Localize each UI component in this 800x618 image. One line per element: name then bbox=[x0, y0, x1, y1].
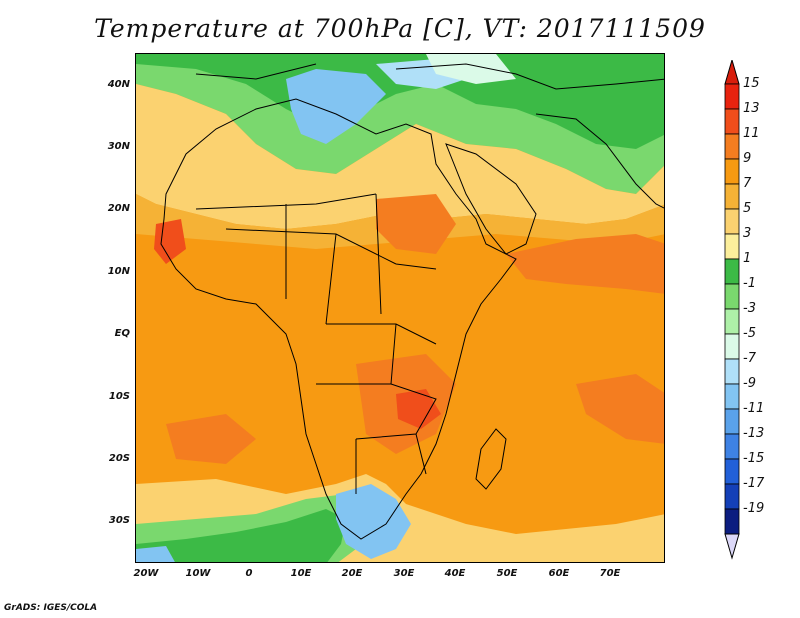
map-borders bbox=[160, 63, 664, 540]
colorbar-swatch bbox=[724, 333, 740, 360]
lon-label-10w: 10W bbox=[185, 568, 211, 579]
colorbar-swatch bbox=[724, 358, 740, 385]
field-warm-indian-ocean bbox=[576, 374, 664, 444]
colorbar-label: 9 bbox=[743, 151, 752, 166]
colorbar-swatch bbox=[724, 183, 740, 210]
field-south-darkgreen bbox=[136, 509, 346, 562]
colorbar-label: 3 bbox=[743, 226, 752, 241]
map-title: Temperature at 700hPa [C], VT: 201711150… bbox=[94, 14, 706, 43]
colorbar-swatch bbox=[724, 133, 740, 160]
colorbar bbox=[724, 60, 740, 560]
lat-label-20n: 20N bbox=[107, 203, 130, 214]
lon-label-30e: 30E bbox=[393, 568, 415, 579]
colorbar-swatch bbox=[724, 458, 740, 485]
colorbar-swatch bbox=[724, 83, 740, 110]
lon-label-70e: 70E bbox=[599, 568, 621, 579]
colorbar-label: 7 bbox=[743, 176, 752, 191]
colorbar-label: 5 bbox=[743, 201, 752, 216]
lat-label-eq: EQ bbox=[114, 328, 130, 339]
colorbar-label: -9 bbox=[743, 376, 756, 391]
colorbar-label: 1 bbox=[743, 251, 752, 266]
colorbar-label: -5 bbox=[743, 326, 756, 341]
field-south-blue bbox=[336, 484, 411, 559]
colorbar-label: 15 bbox=[743, 76, 760, 91]
lat-label-10n: 10N bbox=[107, 266, 130, 277]
colorbar-label: -1 bbox=[743, 276, 756, 291]
field-north-darkgreen bbox=[136, 54, 664, 149]
colorbar-swatch bbox=[724, 233, 740, 260]
colorbar-label: 13 bbox=[743, 101, 760, 116]
field-southwest-blue bbox=[136, 546, 175, 562]
lon-label-20w: 20W bbox=[133, 568, 159, 579]
colorbar-label: -17 bbox=[743, 476, 765, 491]
colorbar-swatch bbox=[724, 108, 740, 135]
field-warm-atlantic bbox=[166, 414, 256, 464]
lat-label-10s: 10S bbox=[108, 391, 130, 402]
lat-label-30n: 30N bbox=[107, 141, 130, 152]
colorbar-label: -11 bbox=[743, 401, 765, 416]
lon-label-20e: 20E bbox=[341, 568, 363, 579]
colorbar-top-arrow bbox=[724, 60, 740, 85]
colorbar-swatch bbox=[724, 508, 740, 535]
lat-label-30s: 30S bbox=[108, 515, 130, 526]
lat-label-20s: 20S bbox=[108, 453, 130, 464]
colorbar-swatch bbox=[724, 258, 740, 285]
colorbar-swatch bbox=[724, 158, 740, 185]
map-field bbox=[136, 54, 664, 562]
field-hot-zambia bbox=[396, 389, 441, 429]
colorbar-swatch bbox=[724, 383, 740, 410]
lon-label-50e: 50E bbox=[496, 568, 518, 579]
colorbar-label: 11 bbox=[743, 126, 760, 141]
field-warm-arabian-sea bbox=[506, 234, 664, 294]
colorbar-bottom-arrow bbox=[724, 533, 740, 560]
field-warm-sudan bbox=[376, 194, 456, 254]
colorbar-swatch bbox=[724, 308, 740, 335]
europe-coastline bbox=[195, 63, 664, 90]
field-north-blue bbox=[286, 69, 386, 144]
colorbar-label: -13 bbox=[743, 426, 765, 441]
colorbar-swatch bbox=[724, 208, 740, 235]
lon-label-40e: 40E bbox=[444, 568, 466, 579]
lon-label-0: 0 bbox=[245, 568, 253, 579]
temperature-map bbox=[135, 53, 665, 563]
colorbar-label: -3 bbox=[743, 301, 756, 316]
colorbar-label: -19 bbox=[743, 501, 765, 516]
colorbar-swatch bbox=[724, 433, 740, 460]
asia-coastline bbox=[535, 113, 664, 209]
africa-coastline bbox=[160, 98, 517, 540]
field-north-mint bbox=[426, 54, 516, 84]
lon-label-60e: 60E bbox=[548, 568, 570, 579]
field-hot-westafrica bbox=[154, 219, 186, 264]
colorbar-swatch bbox=[724, 483, 740, 510]
colorbar-label: -15 bbox=[743, 451, 765, 466]
colorbar-swatch bbox=[724, 283, 740, 310]
lon-label-10e: 10E bbox=[290, 568, 312, 579]
field-sahara-yellow bbox=[136, 84, 664, 229]
credit-text: GrADS: IGES/COLA bbox=[4, 603, 98, 613]
colorbar-swatch bbox=[724, 408, 740, 435]
colorbar-label: -7 bbox=[743, 351, 756, 366]
country-borders bbox=[195, 193, 437, 494]
arabia-coastline bbox=[445, 143, 537, 255]
madagascar-coastline bbox=[475, 428, 507, 490]
lat-label-40n: 40N bbox=[107, 79, 130, 90]
